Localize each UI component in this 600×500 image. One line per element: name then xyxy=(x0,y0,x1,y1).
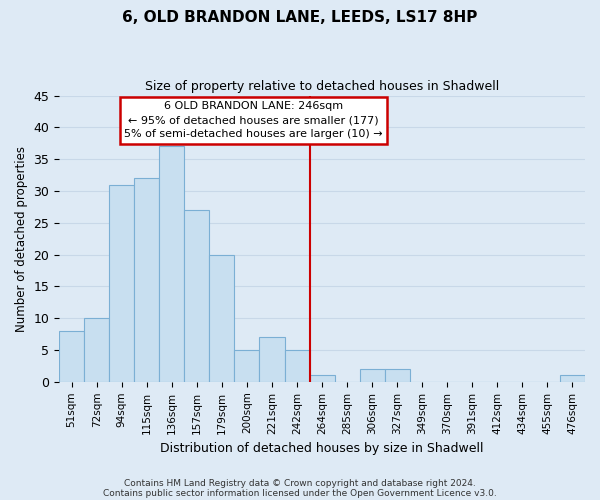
Text: Contains public sector information licensed under the Open Government Licence v3: Contains public sector information licen… xyxy=(103,488,497,498)
Bar xyxy=(209,254,235,382)
Bar xyxy=(235,350,259,382)
Bar xyxy=(160,146,184,382)
Bar xyxy=(310,376,335,382)
Text: 6 OLD BRANDON LANE: 246sqm
← 95% of detached houses are smaller (177)
5% of semi: 6 OLD BRANDON LANE: 246sqm ← 95% of deta… xyxy=(124,102,383,140)
Text: Contains HM Land Registry data © Crown copyright and database right 2024.: Contains HM Land Registry data © Crown c… xyxy=(124,478,476,488)
Bar xyxy=(385,369,410,382)
Bar xyxy=(560,376,585,382)
Bar xyxy=(259,338,284,382)
Bar xyxy=(84,318,109,382)
Bar xyxy=(359,369,385,382)
Bar xyxy=(284,350,310,382)
Bar xyxy=(109,184,134,382)
Bar xyxy=(184,210,209,382)
Bar xyxy=(59,331,84,382)
X-axis label: Distribution of detached houses by size in Shadwell: Distribution of detached houses by size … xyxy=(160,442,484,455)
Y-axis label: Number of detached properties: Number of detached properties xyxy=(15,146,28,332)
Title: Size of property relative to detached houses in Shadwell: Size of property relative to detached ho… xyxy=(145,80,499,93)
Bar xyxy=(134,178,160,382)
Text: 6, OLD BRANDON LANE, LEEDS, LS17 8HP: 6, OLD BRANDON LANE, LEEDS, LS17 8HP xyxy=(122,10,478,25)
